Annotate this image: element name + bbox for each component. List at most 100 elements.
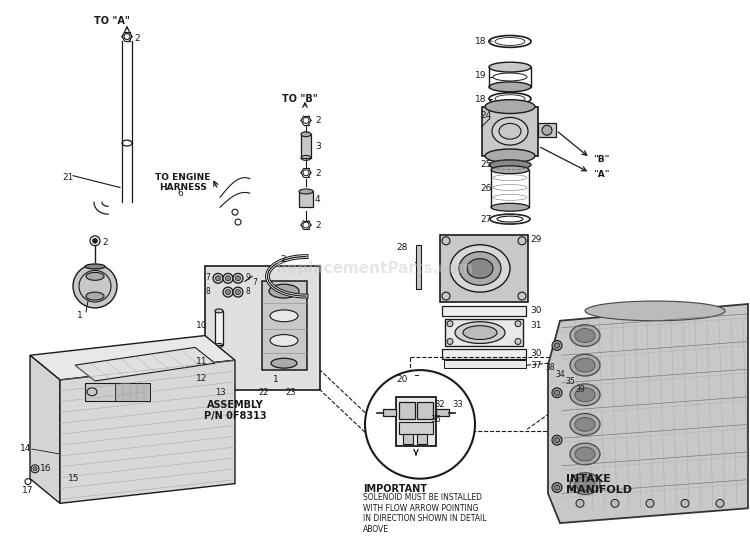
Text: 28: 28 xyxy=(397,243,408,252)
Text: 27: 27 xyxy=(480,215,491,224)
Polygon shape xyxy=(30,336,235,380)
Text: 2: 2 xyxy=(280,255,286,264)
Circle shape xyxy=(552,435,562,445)
Bar xyxy=(417,434,427,444)
Text: 12: 12 xyxy=(196,374,207,383)
Text: ASSEMBLY
P/N 0F8313: ASSEMBLY P/N 0F8313 xyxy=(204,400,266,421)
Circle shape xyxy=(442,237,450,245)
Text: TO ENGINE
HARNESS: TO ENGINE HARNESS xyxy=(155,173,211,192)
Ellipse shape xyxy=(491,166,529,174)
Text: 30: 30 xyxy=(530,349,542,358)
Text: SOLENOID MUST BE INSTALLED
WITH FLOW ARROW POINTING
IN DIRECTION SHOWN IN DETAIL: SOLENOID MUST BE INSTALLED WITH FLOW ARR… xyxy=(363,494,487,534)
Circle shape xyxy=(552,340,562,350)
Circle shape xyxy=(552,388,562,397)
Ellipse shape xyxy=(489,160,531,170)
Text: 9: 9 xyxy=(245,273,250,282)
Bar xyxy=(383,408,396,416)
Text: 13: 13 xyxy=(215,388,226,397)
Ellipse shape xyxy=(575,447,595,461)
Circle shape xyxy=(447,321,453,327)
Ellipse shape xyxy=(301,132,311,137)
Circle shape xyxy=(447,338,453,344)
Ellipse shape xyxy=(570,443,600,465)
Text: 6: 6 xyxy=(177,190,183,199)
Text: 31: 31 xyxy=(530,321,542,330)
Text: 16: 16 xyxy=(40,464,52,473)
Bar xyxy=(440,235,528,302)
Ellipse shape xyxy=(467,258,493,279)
Ellipse shape xyxy=(87,388,97,396)
Text: 37: 37 xyxy=(530,361,542,370)
Text: 15: 15 xyxy=(68,473,80,483)
Text: IMPORTANT: IMPORTANT xyxy=(363,484,427,494)
Text: 18: 18 xyxy=(475,36,487,46)
Text: TO "A": TO "A" xyxy=(94,16,130,26)
Circle shape xyxy=(515,321,521,327)
Circle shape xyxy=(219,357,225,363)
Bar xyxy=(262,281,307,370)
Circle shape xyxy=(73,264,117,308)
Circle shape xyxy=(215,276,220,281)
Bar xyxy=(445,319,523,346)
Ellipse shape xyxy=(270,334,298,346)
Ellipse shape xyxy=(86,292,104,300)
Ellipse shape xyxy=(570,384,600,406)
Ellipse shape xyxy=(570,325,600,346)
Ellipse shape xyxy=(489,82,531,92)
Ellipse shape xyxy=(575,388,595,402)
Circle shape xyxy=(716,500,724,507)
Text: 8: 8 xyxy=(245,287,250,296)
Ellipse shape xyxy=(492,117,528,145)
Ellipse shape xyxy=(459,251,501,285)
Text: 34: 34 xyxy=(555,370,565,379)
Bar xyxy=(396,397,436,446)
Bar xyxy=(215,311,223,345)
Ellipse shape xyxy=(463,326,497,339)
Ellipse shape xyxy=(570,414,600,435)
Text: INTAKE
MANIFOLD: INTAKE MANIFOLD xyxy=(566,473,632,495)
Ellipse shape xyxy=(489,62,531,72)
Text: 23: 23 xyxy=(285,388,296,397)
Bar xyxy=(436,408,449,416)
Text: 36: 36 xyxy=(430,414,441,424)
Bar xyxy=(442,306,526,316)
Text: 3: 3 xyxy=(315,142,321,151)
Circle shape xyxy=(681,500,689,507)
Ellipse shape xyxy=(299,189,313,194)
Ellipse shape xyxy=(585,301,725,321)
Text: TO "B": TO "B" xyxy=(282,94,318,104)
Bar xyxy=(482,106,538,156)
Text: 26: 26 xyxy=(480,184,491,193)
Polygon shape xyxy=(75,348,215,381)
Text: 14: 14 xyxy=(20,444,32,453)
Text: 35: 35 xyxy=(565,377,574,386)
Text: 18: 18 xyxy=(475,94,487,104)
Circle shape xyxy=(236,289,241,295)
Circle shape xyxy=(236,276,241,281)
Ellipse shape xyxy=(270,310,298,322)
Text: 39: 39 xyxy=(575,385,585,394)
Text: 30: 30 xyxy=(530,306,542,315)
Ellipse shape xyxy=(485,100,535,113)
Bar xyxy=(115,383,150,401)
Text: 8: 8 xyxy=(206,287,210,296)
Text: 29: 29 xyxy=(530,235,542,244)
Text: 7: 7 xyxy=(205,273,210,282)
Text: 2: 2 xyxy=(134,34,140,42)
Text: 11: 11 xyxy=(196,357,207,367)
Ellipse shape xyxy=(570,473,600,495)
Text: 2: 2 xyxy=(315,116,321,125)
Text: 24: 24 xyxy=(480,111,491,119)
Text: 19: 19 xyxy=(475,71,487,80)
Circle shape xyxy=(223,273,233,283)
Ellipse shape xyxy=(542,125,552,135)
Ellipse shape xyxy=(271,358,297,368)
Text: 21: 21 xyxy=(62,173,74,182)
Bar xyxy=(299,192,313,207)
Circle shape xyxy=(216,355,228,366)
Circle shape xyxy=(515,338,521,344)
Bar xyxy=(85,383,140,401)
Circle shape xyxy=(518,292,526,300)
Bar xyxy=(410,357,565,431)
Ellipse shape xyxy=(570,355,600,376)
